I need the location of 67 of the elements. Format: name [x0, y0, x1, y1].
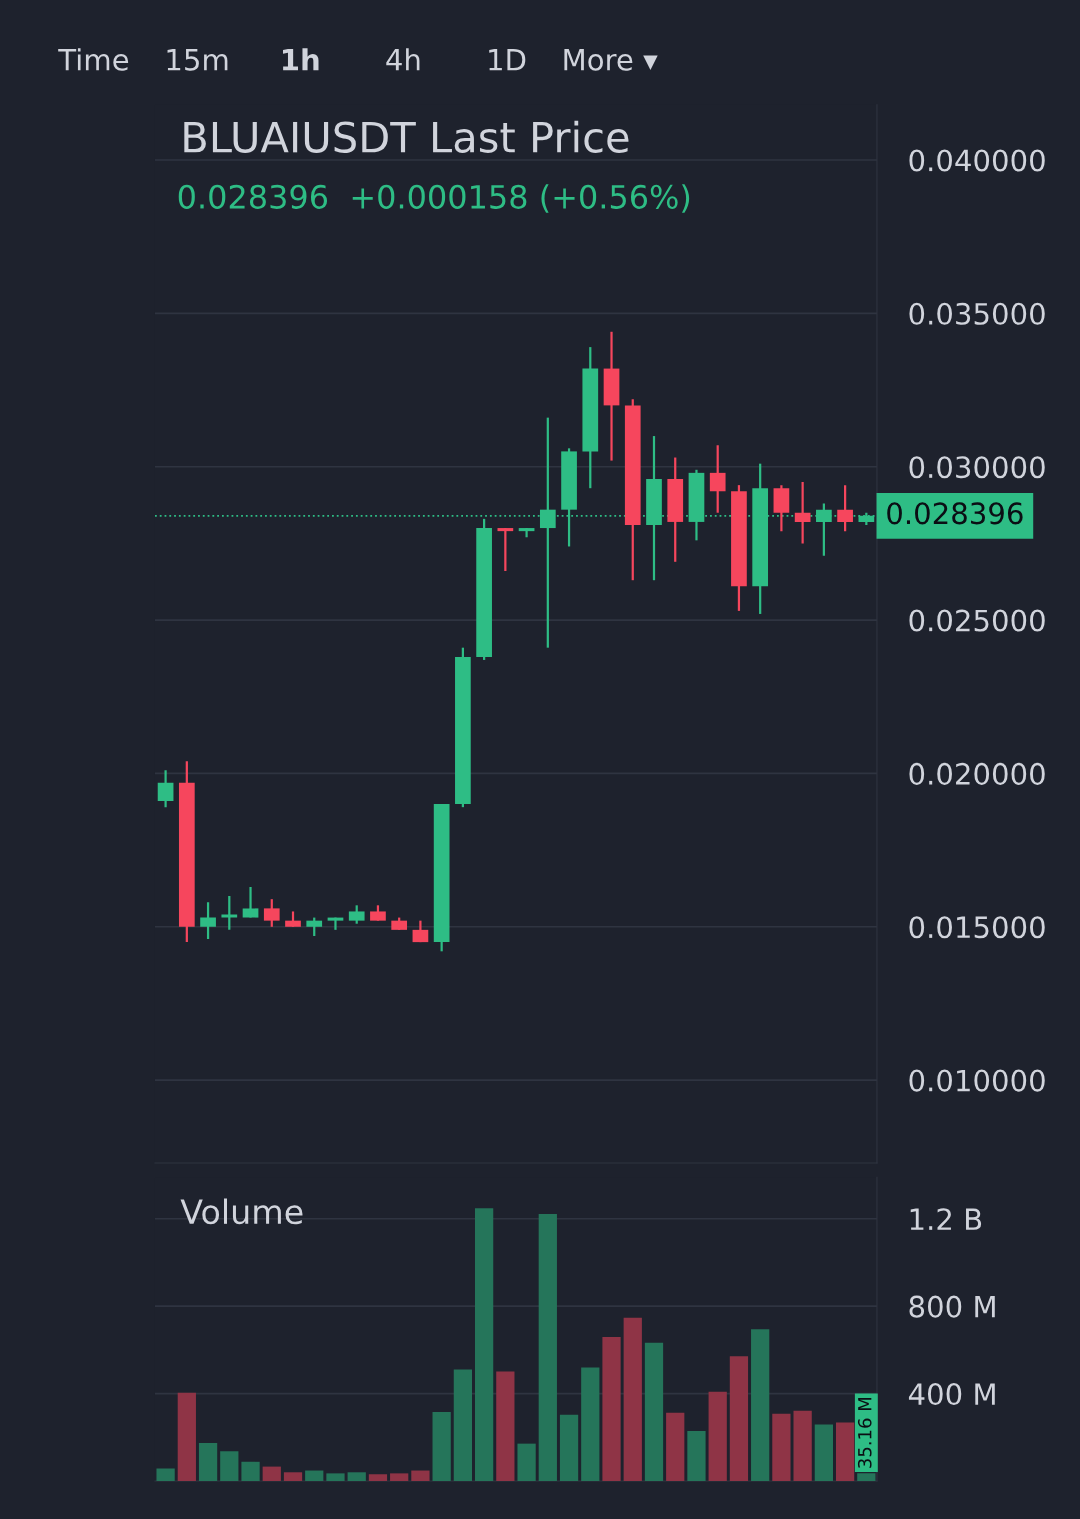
bar	[198, 1443, 218, 1482]
bar	[666, 1412, 685, 1482]
bar	[432, 1411, 451, 1482]
candlestick	[497, 526, 514, 573]
bar	[602, 1336, 621, 1482]
y-tick-label: 0.025000	[909, 609, 1045, 632]
candlestick	[306, 916, 323, 938]
y-tick-label: 0.015000	[909, 916, 1045, 939]
bar	[644, 1342, 664, 1482]
ref-line-label: 0.028396	[887, 502, 1023, 525]
y-tick-label: 0.030000	[909, 456, 1045, 479]
text: 1h	[283, 48, 319, 71]
bar	[751, 1329, 770, 1482]
bar	[453, 1369, 473, 1482]
bar	[772, 1413, 791, 1482]
chart-title: BLUAIUSDT Last Price	[184, 120, 629, 153]
y-tick-label: 0.035000	[909, 302, 1045, 325]
bar	[305, 1470, 324, 1482]
y-tick-label: 1.2 B	[910, 1208, 982, 1230]
bar	[623, 1317, 642, 1482]
candlestick	[327, 916, 344, 931]
bar	[326, 1473, 345, 1482]
bar	[857, 1473, 876, 1482]
candlestick	[242, 885, 259, 919]
bar	[347, 1472, 366, 1482]
bar	[220, 1451, 239, 1482]
bar	[538, 1213, 557, 1482]
text: 4h	[386, 48, 420, 71]
bar	[474, 1208, 494, 1482]
candlestick	[837, 484, 853, 533]
bar	[177, 1392, 196, 1482]
text: More ▾	[564, 49, 658, 71]
bar	[390, 1473, 409, 1482]
bar	[729, 1356, 749, 1482]
y-tick-label: 800 M	[909, 1295, 995, 1318]
y-tick-label: 0.010000	[909, 1069, 1045, 1092]
bar	[559, 1414, 579, 1482]
bar	[517, 1443, 536, 1482]
bar	[156, 1468, 175, 1482]
bar	[687, 1430, 706, 1482]
candlestick	[157, 769, 174, 809]
bar	[793, 1410, 812, 1482]
bar	[283, 1472, 303, 1482]
candlestick	[709, 444, 726, 514]
bar	[262, 1466, 281, 1482]
candlestick	[263, 898, 280, 928]
y-tick-label: 0.040000	[909, 149, 1045, 172]
candlestick	[794, 480, 811, 545]
y-tick-label: 0.020000	[909, 762, 1045, 785]
y-tick-label: 400 M	[908, 1383, 995, 1406]
bar	[581, 1367, 600, 1482]
data-label: 35.16 M	[857, 1397, 872, 1468]
bar	[496, 1371, 515, 1482]
bar	[368, 1474, 388, 1482]
bar	[241, 1461, 260, 1482]
text: 1D	[489, 49, 526, 71]
bar	[708, 1391, 727, 1482]
text: 0.028396 +0.000158 (+0.56%)	[178, 184, 690, 213]
text: Volume	[180, 1198, 303, 1225]
bar	[814, 1424, 833, 1482]
bar	[411, 1470, 430, 1482]
candlestick	[518, 526, 535, 539]
candlestick	[221, 895, 238, 931]
candlestick	[348, 904, 365, 925]
candlestick	[200, 901, 216, 941]
text: Time	[58, 48, 129, 71]
text: 15m	[167, 49, 228, 71]
